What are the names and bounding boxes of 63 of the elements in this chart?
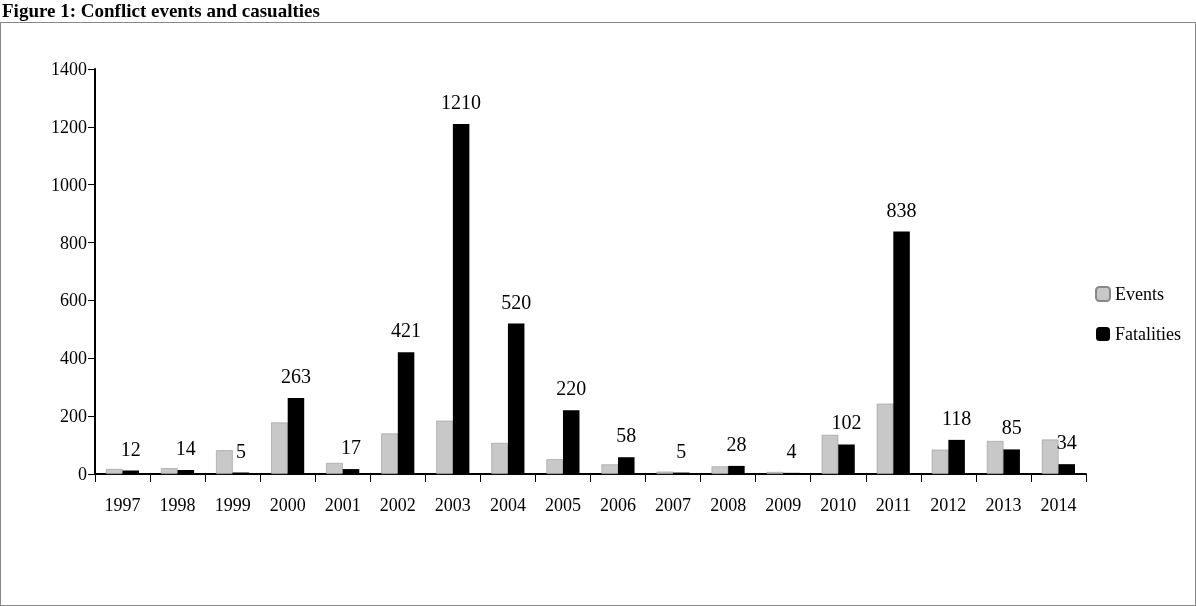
x-tick-label: 2013 <box>985 495 1022 515</box>
data-label: 118 <box>941 406 972 429</box>
x-tick-label: 2004 <box>489 495 526 515</box>
bar <box>711 466 729 474</box>
x-tick-label: 2001 <box>324 495 361 515</box>
data-label: 838 <box>886 198 917 221</box>
data-label: 4 <box>786 439 797 462</box>
bar <box>601 464 619 474</box>
x-tick-label: 2003 <box>434 495 471 515</box>
bar <box>216 450 233 474</box>
chart-title: Figure 1: Conflict events and casualties <box>2 0 320 22</box>
bar <box>931 449 949 474</box>
legend-label: Events <box>1115 284 1165 304</box>
y-tick-label: 600 <box>60 290 87 311</box>
y-tick-label: 1400 <box>51 59 87 79</box>
legend-label: Fatalities <box>1115 324 1182 344</box>
bar <box>986 441 1004 474</box>
bar <box>381 433 398 474</box>
bar <box>491 443 508 474</box>
x-tick-label: 2012 <box>930 495 967 515</box>
y-tick-label: 200 <box>60 406 87 427</box>
x-tick-label: 1997 <box>104 495 141 515</box>
y-tick-label: 800 <box>60 232 87 253</box>
x-tick-label: 2011 <box>875 495 911 515</box>
bar <box>1041 439 1059 474</box>
data-label: 421 <box>391 319 422 342</box>
x-tick-label: 2009 <box>765 495 802 515</box>
y-tick-label: 400 <box>60 348 87 369</box>
x-tick-label: 2010 <box>820 495 857 515</box>
y-tick-label: 1200 <box>51 116 87 137</box>
x-tick-label: 1999 <box>214 495 251 515</box>
data-label: 12 <box>120 437 141 460</box>
data-label: 14 <box>175 436 196 459</box>
data-label: 28 <box>726 432 747 455</box>
data-label: 5 <box>235 439 246 462</box>
x-tick-label: 2000 <box>269 495 306 515</box>
y-tick-label: 1000 <box>51 174 87 195</box>
bar <box>271 422 288 474</box>
data-label: 102 <box>831 411 862 434</box>
bar <box>436 420 453 474</box>
data-label: 263 <box>280 364 311 387</box>
y-tick-label: 0 <box>78 464 87 484</box>
x-tick-label: 2008 <box>710 495 747 515</box>
data-label: 34 <box>1056 431 1077 454</box>
data-label: 1210 <box>441 90 482 113</box>
data-label: 5 <box>676 439 687 462</box>
data-label: 17 <box>341 436 362 459</box>
bar <box>546 459 563 474</box>
bar <box>161 468 178 474</box>
data-label: 220 <box>556 377 587 400</box>
data-label: 58 <box>616 424 637 447</box>
data-label: 85 <box>1001 416 1022 439</box>
x-tick-label: 2006 <box>600 495 637 515</box>
bar <box>876 403 894 474</box>
x-tick-label: 1998 <box>159 495 196 515</box>
x-tick-label: 2005 <box>544 495 581 515</box>
x-tick-label: 2002 <box>379 495 416 515</box>
bar <box>106 469 123 474</box>
x-tick-label: 2007 <box>655 495 692 515</box>
bar <box>821 434 839 474</box>
bar <box>326 463 343 474</box>
data-label: 520 <box>501 290 532 313</box>
x-tick-label: 2014 <box>1040 495 1077 515</box>
